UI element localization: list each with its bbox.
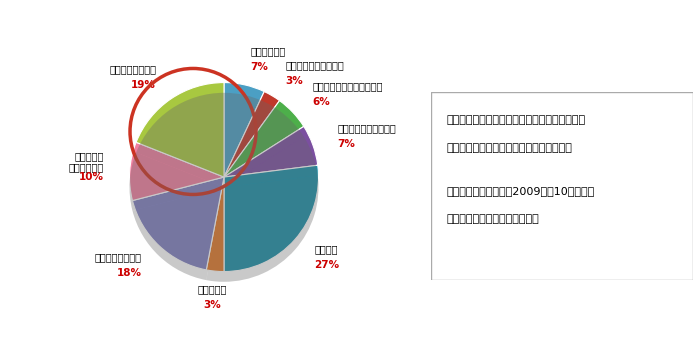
Wedge shape (136, 83, 224, 177)
Text: 政府系機関: 政府系機関 (198, 284, 228, 294)
Text: テープ起こし会社: テープ起こし会社 (109, 64, 156, 74)
Text: 7%: 7% (337, 139, 356, 149)
Text: 7%: 7% (251, 62, 268, 72)
Wedge shape (132, 177, 224, 270)
Text: 3%: 3% (204, 300, 221, 310)
Wedge shape (224, 137, 318, 187)
Wedge shape (224, 91, 279, 177)
Text: 10%: 10% (78, 172, 104, 182)
Wedge shape (224, 165, 318, 271)
Text: マーケティング・広告会社: マーケティング・広告会社 (312, 81, 382, 91)
Wedge shape (224, 111, 304, 187)
Text: 注：翻訳専門でテープ起こしも提供している企: 注：翻訳専門でテープ起こしも提供している企 (447, 115, 585, 124)
Text: 18%: 18% (116, 268, 141, 278)
Text: 研究機関・研究者: 研究機関・研究者 (94, 252, 141, 262)
Text: 27%: 27% (314, 260, 340, 270)
Text: 一般企業（サービス）: 一般企業（サービス） (286, 60, 344, 70)
Text: のテープ起こし受注額に基づく: のテープ起こし受注額に基づく (447, 214, 539, 224)
Text: 19%: 19% (132, 80, 156, 90)
Text: 3%: 3% (286, 76, 303, 86)
Wedge shape (136, 93, 224, 187)
Text: 6%: 6% (312, 97, 330, 107)
FancyBboxPatch shape (430, 92, 693, 280)
Wedge shape (206, 187, 224, 282)
Wedge shape (132, 187, 224, 280)
Wedge shape (224, 93, 264, 187)
Wedge shape (206, 177, 224, 271)
Wedge shape (224, 101, 304, 177)
Text: 業様は、翻訳会社として集計しています。: 業様は、翻訳会社として集計しています。 (447, 143, 572, 153)
Text: その他・個人: その他・個人 (251, 46, 286, 56)
Wedge shape (224, 102, 279, 187)
Text: 翻訳会社: 翻訳会社 (314, 244, 338, 254)
Wedge shape (224, 176, 318, 282)
Text: 一般企業（製造関連）: 一般企業（製造関連） (337, 123, 396, 133)
Wedge shape (224, 127, 318, 177)
Text: メディア・
製作関連会社: メディア・ 製作関連会社 (68, 151, 104, 173)
Text: 統計ソース：クリプト2009年度10月時点で: 統計ソース：クリプト2009年度10月時点で (447, 186, 594, 196)
Wedge shape (130, 152, 224, 211)
Wedge shape (224, 83, 264, 177)
Wedge shape (130, 142, 224, 201)
